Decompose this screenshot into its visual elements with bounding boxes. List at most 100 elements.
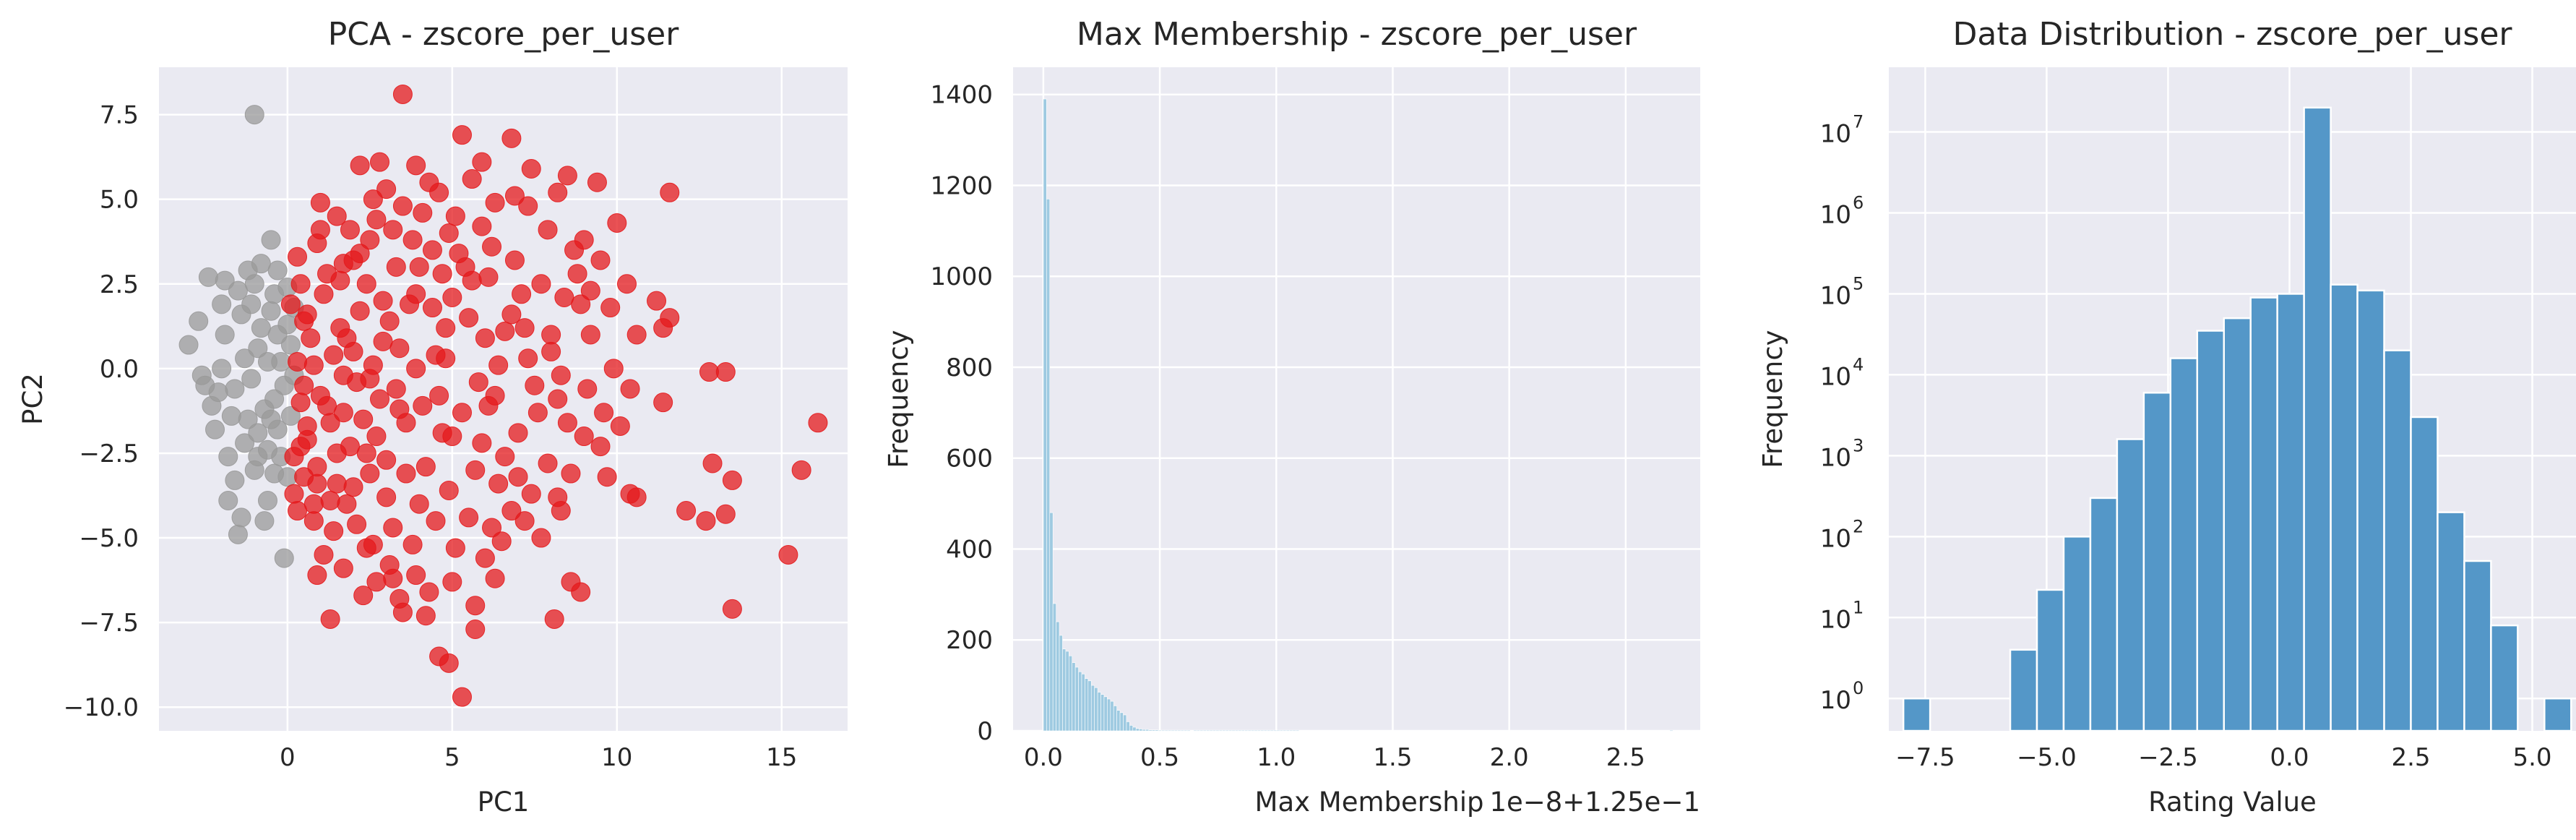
histogram-bar [1186, 730, 1191, 732]
scatter-point-red [333, 403, 353, 423]
scatter-point-red [320, 609, 340, 629]
y-tick-exponent: 2 [1853, 516, 1864, 536]
y-tick-exponent: 0 [1853, 678, 1864, 698]
histogram-bar [2276, 293, 2305, 732]
scatter-point-red [439, 653, 459, 673]
scatter-point-red [590, 437, 611, 457]
scatter-point-gray [178, 335, 199, 355]
scatter-point-gray [228, 524, 248, 544]
histogram-bar [1110, 700, 1114, 732]
scatter-point-gray [251, 318, 271, 338]
histogram-bar [1065, 651, 1069, 732]
scatter-point-red [554, 287, 574, 307]
scatter-point-red [518, 196, 538, 216]
histogram-bar [2223, 317, 2252, 732]
scatter-point-red [406, 565, 426, 586]
scatter-point-gray [189, 311, 209, 331]
scatter-point-red [564, 240, 585, 260]
scatter-point-red [442, 572, 462, 592]
scatter-point-gray [221, 406, 241, 426]
scatter-point-red [392, 84, 413, 104]
scatter-point-red [475, 328, 495, 348]
scatter-point-red [324, 521, 344, 541]
scatter-point-red [478, 267, 499, 287]
scatter-point-gray [261, 409, 281, 429]
histogram-bar [1184, 730, 1188, 732]
scatter-point-red [353, 586, 374, 606]
scatter-point-red [485, 192, 505, 213]
histogram-bar [1251, 730, 1255, 732]
scatter-point-gray [257, 351, 277, 372]
histogram-bar [2196, 330, 2225, 732]
histogram-bar [2383, 349, 2412, 732]
scatter-point-red [531, 274, 551, 294]
histogram-bar [1155, 729, 1159, 732]
chart-title: PCA - zscore_per_user [328, 16, 680, 53]
scatter-point-gray [225, 379, 245, 399]
scatter-point-red [330, 270, 350, 291]
histogram-bar [1078, 671, 1082, 732]
histogram-bar [1148, 729, 1153, 732]
histogram-bar [1231, 730, 1236, 732]
scatter-point-gray [261, 301, 281, 321]
histogram-bar [1209, 730, 1213, 732]
scatter-point-red [419, 172, 439, 192]
scatter-point-red [413, 202, 433, 223]
scatter-point-red [360, 230, 380, 250]
scatter-point-red [366, 210, 387, 230]
histogram-bar [1100, 694, 1105, 732]
scatter-point-red [415, 457, 436, 477]
scatter-point-red [501, 501, 522, 521]
y-tick-label: 600 [946, 445, 993, 473]
scatter-point-red [373, 331, 393, 351]
histogram-bar [2356, 289, 2385, 732]
y-tick-label: −10.0 [64, 693, 139, 722]
scatter-point-red [376, 450, 397, 470]
scatter-point-red [525, 375, 545, 395]
scatter-point-red [409, 257, 429, 277]
scatter-point-red [548, 487, 568, 507]
histogram-bar [1228, 730, 1233, 732]
histogram-bar [1049, 512, 1054, 732]
y-tick-label: 2.5 [100, 270, 139, 299]
histogram-bar [1902, 697, 1931, 732]
scatter-point-red [347, 514, 367, 534]
histogram-bar [1129, 725, 1134, 732]
scatter-point-red [594, 403, 614, 423]
scatter-point-gray [267, 260, 288, 280]
histogram-bar [1292, 730, 1296, 732]
y-tick-label: 7.5 [100, 101, 139, 130]
plot-area [1013, 67, 1700, 731]
scatter-point-red [580, 280, 600, 301]
scatter-point-red [445, 206, 465, 226]
scatter-point-gray [235, 348, 255, 369]
histogram-bar [1142, 729, 1146, 732]
scatter-point-red [501, 128, 522, 148]
histogram-bar [1669, 730, 1673, 732]
histogram-bar [2330, 283, 2359, 732]
scatter-point-gray [264, 463, 285, 484]
scatter-point-gray [241, 369, 262, 389]
histogram-bar [1072, 662, 1076, 732]
y-tick-exponent: 4 [1853, 354, 1864, 374]
scatter-point-red [459, 507, 479, 528]
scatter-point-red [419, 582, 439, 602]
scatter-point-red [294, 375, 314, 395]
scatter-point-red [383, 220, 403, 240]
scatter-point-red [485, 385, 505, 406]
scatter-point-red [495, 447, 515, 467]
scatter-point-red [551, 365, 571, 385]
scatter-point-red [333, 365, 353, 385]
scatter-point-red [465, 619, 486, 639]
histogram-bar [1254, 730, 1258, 732]
scatter-point-red [574, 427, 594, 447]
scatter-point-red [426, 511, 446, 531]
y-axis-label: Frequency [1757, 330, 1788, 468]
scatter-point-red [303, 494, 324, 514]
histogram-bar [1276, 730, 1280, 732]
scatter-point-red [465, 460, 486, 480]
histogram-bar [1257, 730, 1261, 732]
scatter-point-red [557, 413, 577, 433]
histogram-bar [1199, 730, 1204, 732]
scatter-point-red [290, 274, 311, 294]
